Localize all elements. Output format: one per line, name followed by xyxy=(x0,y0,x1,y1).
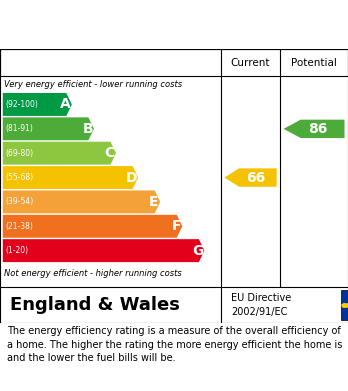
Polygon shape xyxy=(3,142,116,165)
Text: (21-38): (21-38) xyxy=(5,222,33,231)
Text: G: G xyxy=(192,244,204,258)
Text: Very energy efficient - lower running costs: Very energy efficient - lower running co… xyxy=(4,80,182,89)
Text: Not energy efficient - higher running costs: Not energy efficient - higher running co… xyxy=(4,269,182,278)
Text: 86: 86 xyxy=(308,122,327,136)
Polygon shape xyxy=(284,120,345,138)
Text: (39-54): (39-54) xyxy=(5,197,33,206)
Text: D: D xyxy=(126,170,137,185)
Text: (92-100): (92-100) xyxy=(5,100,38,109)
Text: Energy Efficiency Rating: Energy Efficiency Rating xyxy=(10,17,232,32)
Text: 66: 66 xyxy=(246,170,266,185)
Polygon shape xyxy=(3,215,182,238)
Polygon shape xyxy=(224,169,277,187)
Polygon shape xyxy=(3,239,204,262)
Polygon shape xyxy=(3,117,94,140)
Text: EU Directive
2002/91/EC: EU Directive 2002/91/EC xyxy=(231,293,292,317)
Text: F: F xyxy=(171,219,181,233)
Text: B: B xyxy=(82,122,93,136)
Text: England & Wales: England & Wales xyxy=(10,296,180,314)
Text: Potential: Potential xyxy=(291,57,337,68)
Text: (55-68): (55-68) xyxy=(5,173,33,182)
Text: Current: Current xyxy=(231,57,270,68)
Text: E: E xyxy=(149,195,159,209)
Text: The energy efficiency rating is a measure of the overall efficiency of a home. T: The energy efficiency rating is a measur… xyxy=(7,326,342,363)
Polygon shape xyxy=(3,190,160,213)
Bar xyxy=(341,290,348,320)
Text: (69-80): (69-80) xyxy=(5,149,33,158)
Bar xyxy=(0,49,348,76)
Text: A: A xyxy=(60,97,71,111)
Text: (1-20): (1-20) xyxy=(5,246,28,255)
Polygon shape xyxy=(3,93,72,116)
Polygon shape xyxy=(3,166,138,189)
Text: C: C xyxy=(105,146,115,160)
Text: (81-91): (81-91) xyxy=(5,124,33,133)
